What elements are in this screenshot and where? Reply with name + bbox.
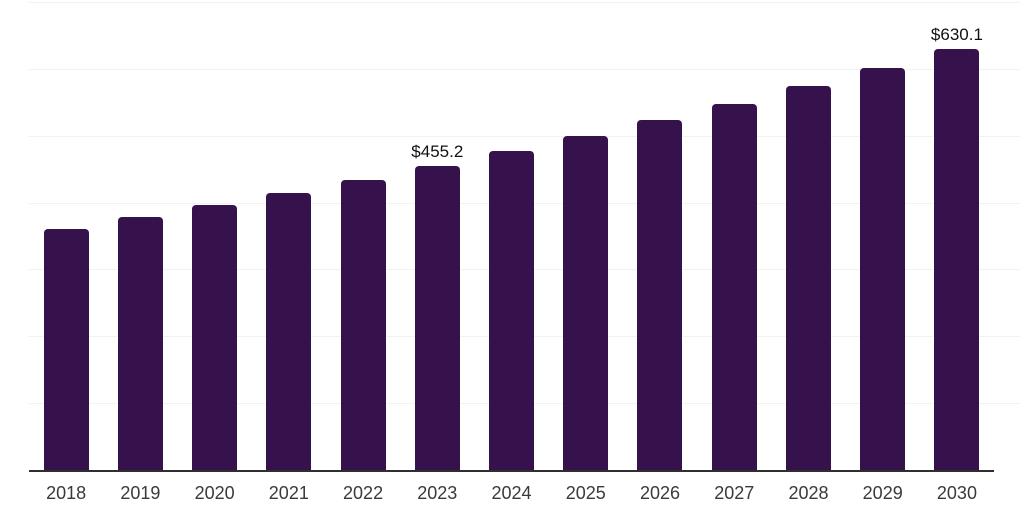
bar-value-label-2030: $630.1: [930, 25, 983, 45]
x-tick-label-2029: 2029: [862, 483, 903, 503]
bar-slot-2023: $455.2: [400, 2, 474, 470]
gridline-700: [29, 2, 1020, 3]
bar-2026[interactable]: [637, 120, 683, 470]
bar-2027[interactable]: [711, 103, 757, 470]
bar-slot-2025: [549, 2, 623, 470]
bar-slot-2018: [29, 2, 103, 470]
x-tick-label-2021: 2021: [268, 483, 309, 503]
x-axis-labels: 2018 2019 2020 2021 2022 2023 2024 2025 2026 2027…: [29, 483, 994, 503]
bar-slot-2026: [623, 2, 697, 470]
bar-slot-2029: [846, 2, 920, 470]
bar-slot-2019: [103, 2, 177, 470]
x-tick-label-2023: 2023: [417, 483, 458, 503]
x-tick-label-2020: 2020: [194, 483, 235, 503]
bar-slot-2028: [771, 2, 845, 470]
gridline-600: [29, 69, 1020, 70]
x-tick-label-2019: 2019: [120, 483, 161, 503]
bar-2025[interactable]: [563, 136, 609, 470]
bar-slot-2024: [474, 2, 548, 470]
x-tick-label-2028: 2028: [788, 483, 829, 503]
x-tick-label-2026: 2026: [639, 483, 681, 503]
bar-slot-2030: $630.1: [920, 2, 994, 470]
bar-2019[interactable]: [117, 217, 163, 470]
bar-slot-2027: [697, 2, 771, 470]
bar-2023[interactable]: [414, 165, 460, 470]
bar-value-label-2023: $455.2: [411, 142, 464, 162]
plot-area: $455.2 $630.1: [29, 2, 1020, 472]
bar-2021[interactable]: [266, 192, 312, 470]
bar-2022[interactable]: [340, 179, 386, 470]
bar-2029[interactable]: [860, 67, 906, 470]
x-axis-line: [29, 470, 994, 472]
bar-2030[interactable]: [934, 48, 980, 470]
x-tick-label-2025: 2025: [565, 483, 606, 503]
bar-slot-2021: [252, 2, 326, 470]
x-tick-label-2030: 2030: [936, 483, 977, 503]
bar-2020[interactable]: [192, 205, 238, 470]
x-tick-label-2024: 2024: [491, 483, 532, 503]
bar-slot-2022: [326, 2, 400, 470]
bars-row: $455.2 $630.1: [29, 2, 994, 470]
x-tick-label-2027: 2027: [714, 483, 755, 503]
bar-2028[interactable]: [785, 86, 831, 470]
bar-slot-2020: [177, 2, 251, 470]
bar-2018[interactable]: [43, 228, 89, 470]
gridline-500: [29, 136, 1020, 137]
bar-2024[interactable]: [489, 151, 535, 470]
x-tick-label-2022: 2022: [343, 483, 384, 503]
x-tick-label-2018: 2018: [46, 483, 87, 503]
